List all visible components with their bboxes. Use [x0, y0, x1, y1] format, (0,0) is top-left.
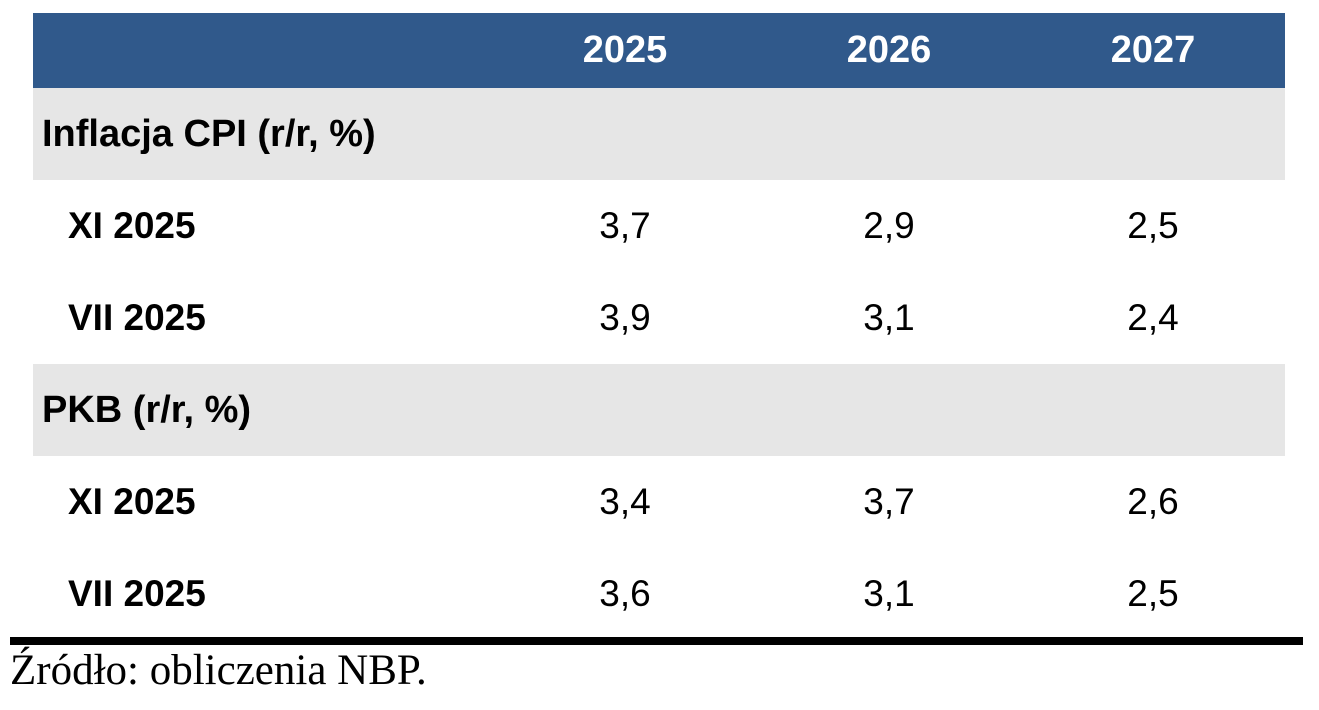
row-label: VII 2025: [68, 297, 206, 338]
cell-value: 2,9: [863, 205, 915, 246]
cell-value: 3,7: [599, 205, 651, 246]
cell-value: 3,9: [599, 297, 651, 338]
section-title: PKB (r/r, %): [42, 388, 252, 431]
cell-value: 3,7: [863, 481, 915, 522]
section-title: Inflacja CPI (r/r, %): [42, 112, 376, 155]
table-header-row: 2025 2026 2027: [33, 13, 1285, 88]
cell-value: 3,1: [863, 573, 915, 614]
section-header-inflacja-cpi: Inflacja CPI (r/r, %): [33, 88, 1285, 180]
cell-value: 3,1: [863, 297, 915, 338]
column-header-2025: 2025: [582, 29, 668, 71]
cell-value: 3,4: [599, 481, 651, 522]
cell-value: 2,5: [1127, 205, 1179, 246]
cell-value: 2,5: [1127, 573, 1179, 614]
cell-value: 3,6: [599, 573, 651, 614]
row-label: VII 2025: [68, 573, 206, 614]
row-label: XI 2025: [68, 481, 196, 522]
cell-value: 2,4: [1127, 297, 1179, 338]
column-header-2027: 2027: [1110, 29, 1196, 71]
table-row: VII 2025 3,9 3,1 2,4: [33, 272, 1285, 364]
table-row: XI 2025 3,4 3,7 2,6: [33, 456, 1285, 548]
table-row: VII 2025 3,6 3,1 2,5: [33, 548, 1285, 640]
projection-table: 2025 2026 2027 Inflacja CPI (r/r, %) XI …: [33, 13, 1285, 640]
row-label: XI 2025: [68, 205, 196, 246]
source-note: Źródło: obliczenia NBP.: [10, 647, 427, 694]
bottom-rule: [10, 637, 1303, 645]
column-header-2026: 2026: [846, 29, 932, 71]
section-header-pkb: PKB (r/r, %): [33, 364, 1285, 456]
cell-value: 2,6: [1127, 481, 1179, 522]
table-row: XI 2025 3,7 2,9 2,5: [33, 180, 1285, 272]
